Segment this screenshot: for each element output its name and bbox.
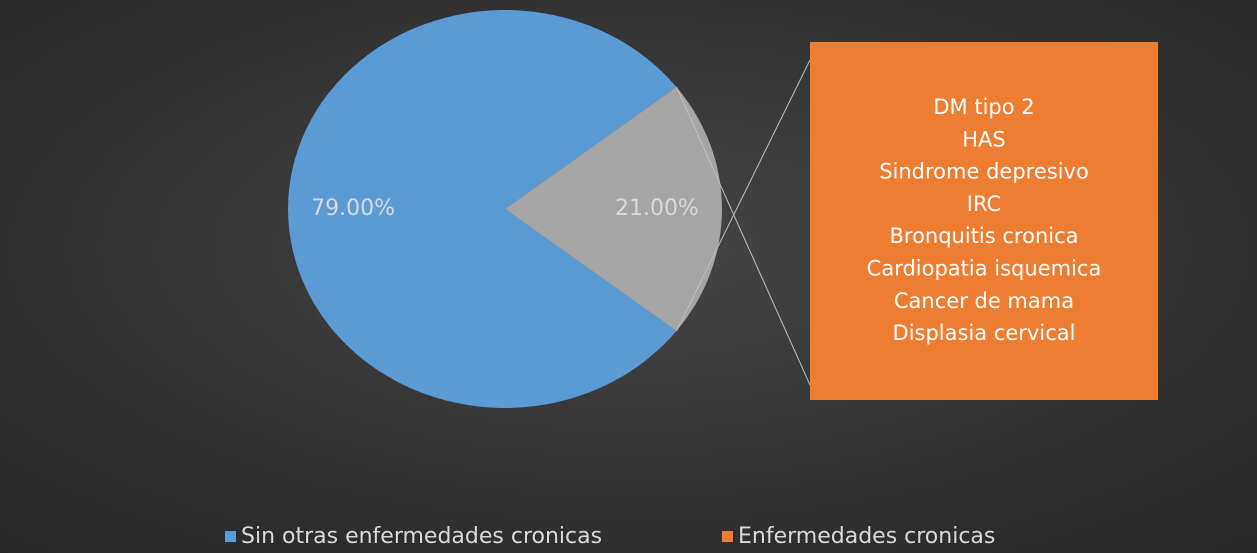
legend-label: Sin otras enfermedades cronicas [241, 524, 602, 549]
breakdown-item: HAS [962, 127, 1006, 151]
pie-slice [505, 87, 723, 331]
breakdown-item: Bronquitis cronica [889, 224, 1078, 248]
legend-swatch [225, 531, 236, 542]
data-label: 79.00% [311, 196, 395, 221]
breakdown-item: DM tipo 2 [933, 95, 1034, 119]
breakdown-item: IRC [967, 192, 1001, 216]
connector-line [676, 86, 811, 386]
data-label: 21.00% [615, 196, 699, 221]
connector-line [676, 59, 811, 332]
legend-label: Enfermedades cronicas [738, 524, 995, 549]
breakdown-item: Cancer de mama [894, 289, 1074, 313]
breakdown-box [810, 42, 1158, 400]
breakdown-item: Cardiopatia isquemica [867, 256, 1102, 280]
breakdown-item: Sindrome depresivo [879, 160, 1089, 184]
pie-slice [287, 9, 677, 408]
legend-swatch [722, 531, 733, 542]
breakdown-item: Displasia cervical [893, 321, 1076, 345]
